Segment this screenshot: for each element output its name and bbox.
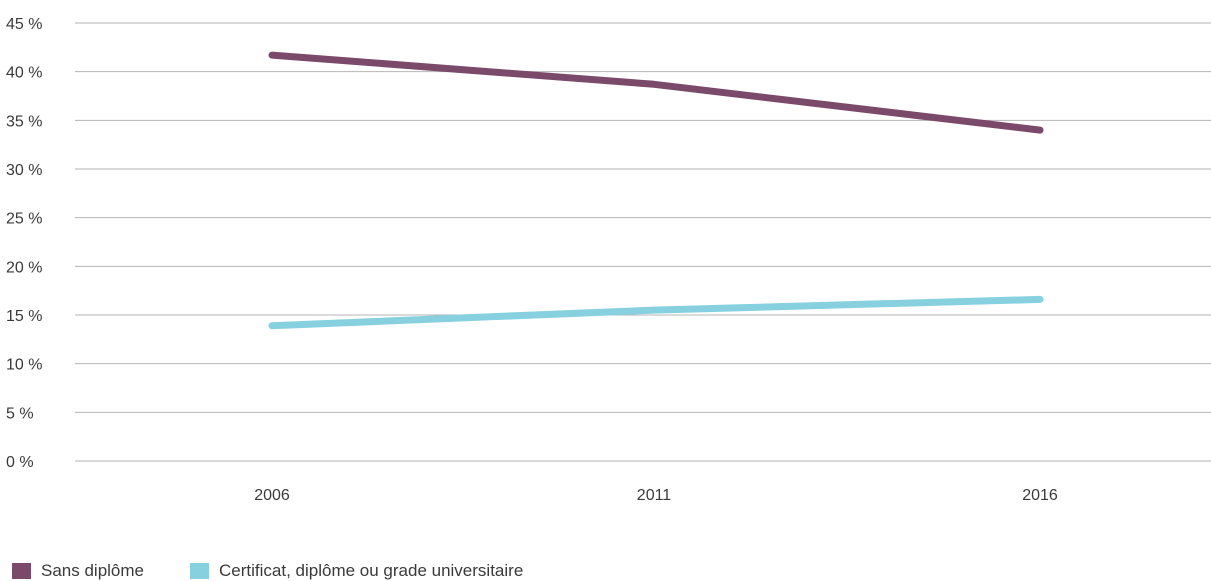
y-tick-label-0: 0 % — [6, 454, 34, 471]
x-tick-label-2011: 2011 — [637, 487, 672, 504]
x-tick-label-2006: 2006 — [254, 487, 290, 504]
y-tick-label-20: 20 % — [6, 259, 42, 276]
legend-swatch-sans-diplome — [12, 563, 31, 579]
series-lines — [268, 51, 1044, 330]
y-tick-label-15: 15 % — [6, 308, 42, 325]
series-line-1 — [268, 295, 1044, 330]
y-tick-label-25: 25 % — [6, 211, 42, 228]
legend-label-certificat: Certificat, diplôme ou grade universitai… — [219, 561, 524, 580]
y-axis-ticks: 0 % 5 % 10 % 15 % 20 % 25 % 30 % 35 % 40 % 45 % — [6, 16, 42, 471]
gridlines — [75, 22, 1211, 462]
legend-swatch-certificat — [190, 563, 210, 579]
legend-item-sans-diplome: Sans diplôme — [12, 561, 144, 581]
y-tick-label-35: 35 % — [6, 113, 42, 130]
series-line-0 — [268, 51, 1044, 134]
y-tick-label-40: 40 % — [6, 65, 42, 82]
y-tick-label-5: 5 % — [6, 405, 34, 422]
y-tick-label-30: 30 % — [6, 162, 42, 179]
y-tick-label-45: 45 % — [6, 16, 42, 33]
legend-item-certificat: Certificat, diplôme ou grade universitai… — [190, 561, 523, 581]
legend-label-sans-diplome: Sans diplôme — [41, 561, 145, 580]
x-tick-label-2016: 2016 — [1022, 487, 1058, 504]
y-tick-label-10: 10 % — [6, 357, 42, 374]
legend: Sans diplôme Certificat, diplôme ou grad… — [12, 561, 569, 581]
x-axis-ticks: 2006 2011 2016 — [254, 487, 1058, 504]
